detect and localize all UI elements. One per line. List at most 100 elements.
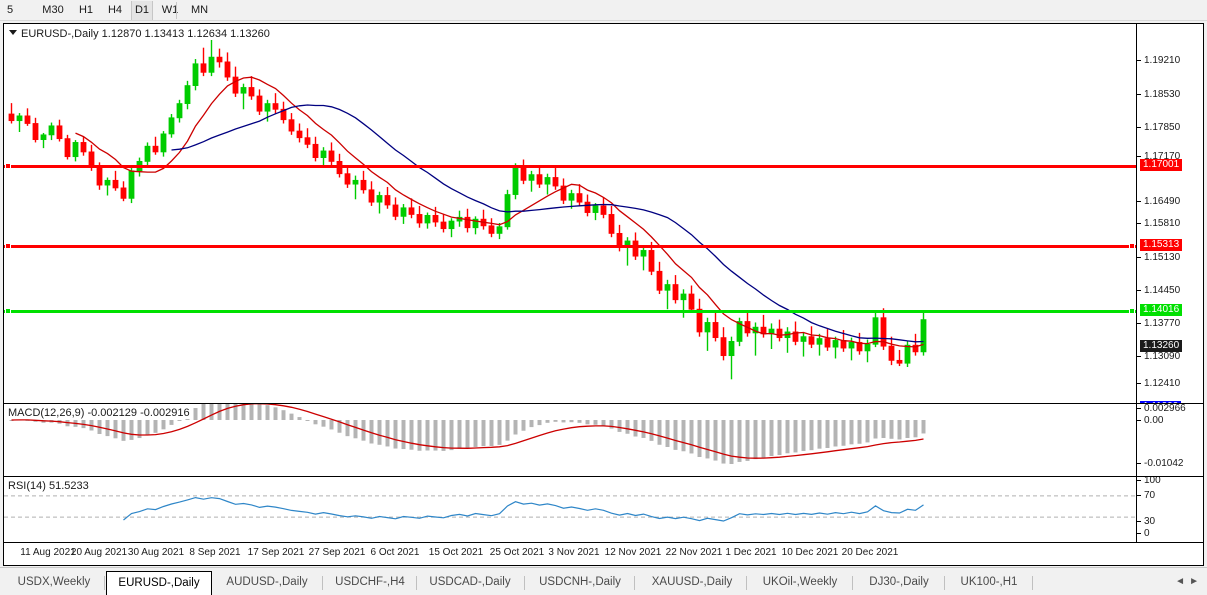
price-marker-green[interactable]: 1.14016 [1140,304,1183,316]
price-line-handle[interactable] [5,243,11,249]
timeframe-button-d1[interactable]: D1 [131,1,153,20]
toolbar-separator [176,2,177,19]
timeframe-button-mn[interactable]: MN [190,4,209,16]
timeframe-toolbar: 5 M30 H1 H4 D1 W1 MN [0,0,1207,21]
date-tick-label: 15 Oct 2021 [428,547,484,558]
chart-tab[interactable]: UK100-,H1 [960,576,1018,588]
tab-separator [852,576,853,590]
price-panel[interactable]: EURUSD-,Daily 1.12870 1.13413 1.12634 1.… [4,24,1203,403]
rsi-tick-label: 30 [1137,516,1155,527]
price-marker-red[interactable]: 1.15313 [1140,239,1183,251]
price-line-handle[interactable] [1129,308,1135,314]
tab-separator [1032,576,1033,590]
price-tick-label: 1.15130 [1137,252,1180,263]
chart-tab[interactable]: DJ30-,Daily [869,576,929,588]
price-line-handle[interactable] [5,308,11,314]
chart-area[interactable]: EURUSD-,Daily 1.12870 1.13413 1.12634 1.… [3,23,1204,566]
macd-svg [9,404,926,464]
rsi-axis-divider [1136,477,1137,542]
date-tick-label: 20 Dec 2021 [841,547,899,558]
date-tick-label: 10 Dec 2021 [781,547,839,558]
price-marker-black[interactable]: 1.13260 [1140,340,1183,352]
price-line-handle[interactable] [1129,243,1135,249]
date-tick-label: 17 Sep 2021 [247,547,305,558]
tab-separator [416,576,417,590]
macd-legend: MACD(12,26,9) -0.002129 -0.002916 [8,407,193,419]
price-axis-divider [1136,24,1137,403]
symbol-ohlc-legend: EURUSD-,Daily 1.12870 1.13413 1.12634 1.… [9,28,273,40]
macd-plot-region[interactable]: MACD(12,26,9) -0.002129 -0.002916 [4,404,1136,476]
date-tick-label: 6 Oct 2021 [370,547,420,558]
chart-tab[interactable]: AUDUSD-,Daily [226,576,308,588]
chart-tab[interactable]: UKOil-,Weekly [762,576,838,588]
candlestick-svg [8,36,927,380]
timeframe-button-h4[interactable]: H4 [107,4,123,16]
price-plot-region[interactable]: EURUSD-,Daily 1.12870 1.13413 1.12634 1.… [4,24,1136,403]
tab-separator [104,576,105,590]
timeframe-button-w1[interactable]: W1 [161,4,179,16]
chart-tab[interactable]: USDCAD-,Daily [429,576,511,588]
rsi-svg [4,495,1136,522]
price-tick-label: 1.17170 [1137,151,1180,162]
timeframe-button-5[interactable]: 5 [6,4,14,16]
date-tick-label: 1 Dec 2021 [725,547,777,558]
rsi-panel[interactable]: RSI(14) 51.5233 100 70 30 0 [4,476,1203,542]
price-tick-label: 1.18530 [1137,89,1180,100]
date-tick-label: 12 Nov 2021 [604,547,662,558]
price-scale[interactable]: 1.19210 1.18530 1.17850 1.17170 1.16490 1.158… [1137,24,1203,403]
chart-tab[interactable]: USDCHF-,H4 [335,576,405,588]
price-tick-label: 1.17850 [1137,122,1180,133]
macd-axis-divider [1136,404,1137,476]
price-line-handle[interactable] [5,163,11,169]
rsi-tick-label: 70 [1137,490,1155,501]
price-tick-label: 1.14450 [1137,285,1180,296]
macd-scale: 0.002966 0.00 -0.01042 [1137,404,1203,476]
date-tick-label: 30 Aug 2021 [127,547,185,558]
tab-separator [524,576,525,590]
timeframe-button-h1[interactable]: H1 [78,4,94,16]
macd-panel[interactable]: MACD(12,26,9) -0.002129 -0.002916 0.0029… [4,403,1203,476]
tab-separator [746,576,747,590]
price-tick-label: 1.19210 [1137,55,1180,66]
tab-scroll-right-icon[interactable]: ► [1189,576,1199,587]
chart-dropdown-caret-icon[interactable] [9,30,17,35]
symbol-legend-text: EURUSD-,Daily 1.12870 1.13413 1.12634 1.… [21,28,270,40]
date-tick-label: 11 Aug 2021 [20,547,76,558]
tab-separator [634,576,635,590]
macd-tick-label: 0.00 [1137,415,1163,426]
tab-scroll-left-icon[interactable]: ◄ [1175,576,1185,587]
macd-tick-label: 0.002966 [1137,404,1186,414]
price-tick-label: 1.13090 [1137,351,1180,362]
timeframe-button-m30[interactable]: M30 [42,4,64,16]
date-tick-label: 3 Nov 2021 [548,547,600,558]
price-tick-label: 1.15810 [1137,218,1180,229]
rsi-tick-label: 0 [1137,528,1150,539]
chart-tab-bar[interactable]: USDX,Weekly EURUSD-,Daily AUDUSD-,Daily USD… [0,567,1207,595]
price-line-red[interactable] [4,165,1136,168]
date-tick-label: 22 Nov 2021 [665,547,723,558]
chart-tab[interactable]: EURUSD-,Daily [106,571,212,595]
price-tick-label: 1.13770 [1137,318,1180,329]
price-marker-red[interactable]: 1.17001 [1140,159,1183,171]
price-line-red[interactable] [4,245,1136,248]
date-tick-label: 27 Sep 2021 [308,547,366,558]
rsi-plot-region[interactable]: RSI(14) 51.5233 [4,477,1136,542]
chart-tab[interactable]: USDX,Weekly [17,576,91,588]
macd-tick-label: -0.01042 [1137,458,1183,469]
date-tick-label: 25 Oct 2021 [489,547,545,558]
rsi-scale: 100 70 30 0 [1137,477,1203,542]
chart-tab[interactable]: USDCNH-,Daily [539,576,621,588]
tab-separator [944,576,945,590]
rsi-tick-label: 100 [1137,477,1161,486]
date-tick-label: 8 Sep 2021 [189,547,241,558]
tab-separator [322,576,323,590]
chart-tab[interactable]: XAUUSD-,Daily [651,576,733,588]
rsi-legend: RSI(14) 51.5233 [8,480,92,492]
price-marker-blue[interactable]: 1.11999 [1140,401,1182,403]
price-tick-label: 1.12410 [1137,378,1180,389]
date-axis[interactable]: 11 Aug 2021 20 Aug 2021 30 Aug 2021 8 Sep 2… [4,542,1203,565]
date-tick-label: 20 Aug 2021 [70,547,128,558]
price-tick-label: 1.16490 [1137,196,1180,207]
price-line-green[interactable] [4,310,1136,313]
